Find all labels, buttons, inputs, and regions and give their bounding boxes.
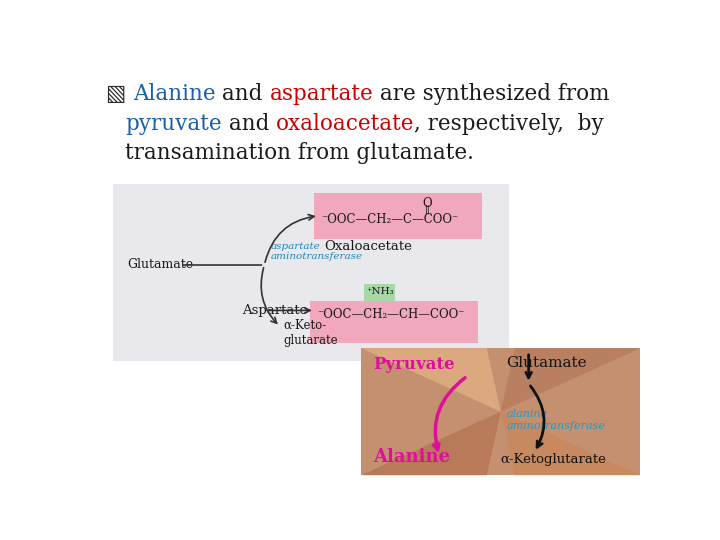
Text: alanine
aminotransferase: alanine aminotransferase bbox=[506, 409, 606, 431]
Text: O: O bbox=[423, 197, 432, 210]
Text: are synthesized from: are synthesized from bbox=[374, 83, 610, 105]
Text: ⁻OOC—CH₂—CH—COO⁻: ⁻OOC—CH₂—CH—COO⁻ bbox=[317, 308, 464, 321]
Text: oxaloacetate: oxaloacetate bbox=[276, 112, 414, 134]
Text: Alanine: Alanine bbox=[373, 448, 450, 466]
Text: Glutamate: Glutamate bbox=[506, 356, 587, 370]
Text: Pyruvate: Pyruvate bbox=[373, 356, 454, 373]
Text: ⁻OOC—CH₂—C—COO⁻: ⁻OOC—CH₂—C—COO⁻ bbox=[321, 213, 458, 226]
Text: aspartate: aspartate bbox=[269, 83, 374, 105]
Text: aspartate
aminotransferase: aspartate aminotransferase bbox=[271, 242, 363, 261]
FancyBboxPatch shape bbox=[314, 193, 482, 239]
FancyBboxPatch shape bbox=[113, 184, 508, 361]
Text: transamination from glutamate.: transamination from glutamate. bbox=[125, 142, 474, 164]
Polygon shape bbox=[361, 411, 500, 475]
Text: α-Keto-
glutarate: α-Keto- glutarate bbox=[284, 319, 338, 347]
Text: Alanine: Alanine bbox=[132, 83, 215, 105]
Text: and: and bbox=[222, 112, 276, 134]
FancyBboxPatch shape bbox=[310, 301, 478, 343]
Text: pyruvate: pyruvate bbox=[125, 112, 222, 134]
FancyBboxPatch shape bbox=[364, 284, 395, 301]
Text: α-Ketoglutarate: α-Ketoglutarate bbox=[500, 453, 607, 466]
FancyBboxPatch shape bbox=[361, 348, 640, 475]
Text: , respectively,  by: , respectively, by bbox=[414, 112, 604, 134]
Text: Glutamate: Glutamate bbox=[127, 259, 194, 272]
Text: Oxaloacetate: Oxaloacetate bbox=[324, 240, 412, 253]
Text: and: and bbox=[215, 83, 269, 105]
Polygon shape bbox=[361, 348, 500, 411]
Polygon shape bbox=[500, 348, 640, 411]
Text: ⁺NH₃: ⁺NH₃ bbox=[366, 287, 394, 295]
Text: ‖: ‖ bbox=[425, 205, 430, 214]
Text: ▧: ▧ bbox=[106, 83, 132, 105]
Text: Aspartate: Aspartate bbox=[242, 304, 307, 317]
Polygon shape bbox=[500, 411, 640, 475]
